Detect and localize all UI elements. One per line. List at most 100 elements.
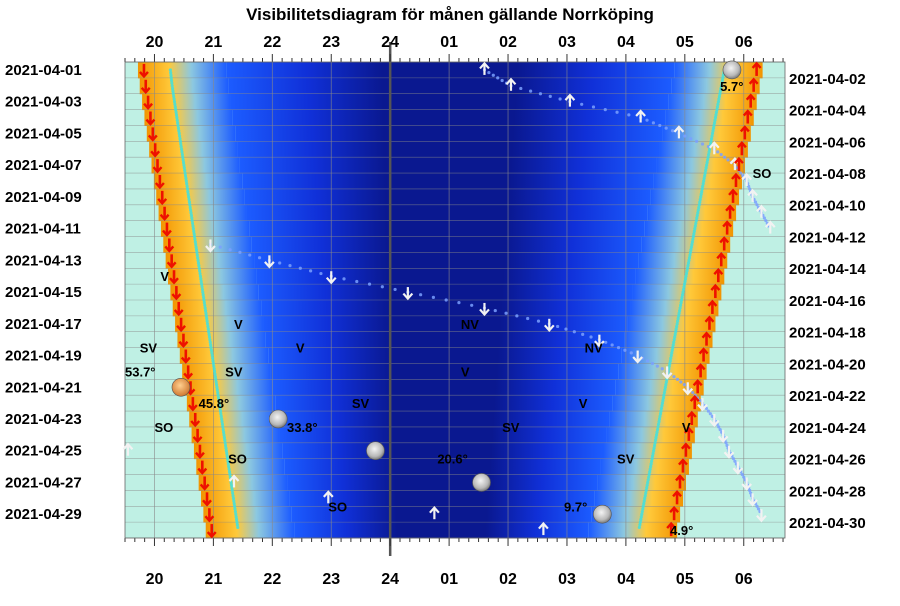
moon-track-dot bbox=[278, 261, 282, 265]
date-label-right: 2021-04-28 bbox=[789, 483, 866, 500]
sunset-arrow bbox=[162, 222, 172, 237]
moon-phase-marker bbox=[171, 377, 191, 397]
moon-track-dot bbox=[686, 261, 691, 265]
moon-track-dot bbox=[604, 340, 608, 344]
moonrise-arrow bbox=[708, 141, 720, 155]
sunrise-arrow bbox=[745, 93, 756, 108]
hour-label-bottom: 03 bbox=[558, 571, 576, 588]
evening-twilight-band bbox=[163, 236, 252, 253]
moon-track-dot bbox=[257, 256, 262, 260]
moon-track-dot bbox=[342, 277, 346, 281]
sun-arrow-head bbox=[716, 252, 727, 260]
moon-track-dot bbox=[706, 409, 710, 413]
morning-twilight-band bbox=[644, 220, 734, 238]
moon-track-dot bbox=[224, 449, 228, 453]
moon-track-dot bbox=[178, 137, 182, 141]
annotation-label: V bbox=[234, 317, 243, 332]
moon-track-dot bbox=[188, 205, 192, 210]
morning-twilight-band bbox=[627, 315, 716, 333]
sun-arrow-head bbox=[147, 134, 158, 142]
moon-track-dot bbox=[204, 311, 208, 315]
evening-twilight-band bbox=[184, 379, 273, 396]
arrow-head bbox=[122, 442, 134, 450]
annotation-label: V bbox=[579, 396, 588, 411]
moon-track-dot bbox=[216, 396, 221, 400]
arrow-head bbox=[205, 245, 216, 253]
moon-track-dot bbox=[515, 314, 519, 318]
axis-labels: 20 20 21 21 22 22 23 23 24 24 01 01 02 02 03 03 04 04 05 05… bbox=[5, 34, 866, 588]
moon-track-dot bbox=[208, 338, 212, 342]
night-band bbox=[289, 490, 595, 507]
sun-arrow-head bbox=[164, 245, 175, 253]
hour-label-bottom: 20 bbox=[146, 571, 164, 588]
moon-track-dot bbox=[649, 462, 653, 466]
hour-label-bottom: 24 bbox=[381, 571, 399, 588]
moon-track-dot bbox=[695, 216, 699, 220]
annotation-label: SV bbox=[617, 452, 635, 467]
sunrise-arrow bbox=[678, 458, 688, 473]
moon-track-dot bbox=[209, 348, 214, 352]
sunset-arrow bbox=[171, 286, 182, 301]
moon-track-dot bbox=[755, 203, 759, 207]
chart-title: Visibilitetsdiagram för månen gällande N… bbox=[246, 5, 654, 24]
moon-track-dot bbox=[233, 509, 237, 514]
moon-track-dot bbox=[688, 253, 692, 257]
morning-twilight-band bbox=[618, 363, 707, 380]
sun-arrow-head bbox=[197, 467, 208, 475]
sunrise-arrow bbox=[734, 156, 744, 172]
moon-track-dot bbox=[661, 398, 665, 403]
moon-track-dot bbox=[193, 240, 197, 244]
moon-track-dot bbox=[720, 81, 724, 85]
date-label-left: 2021-04-21 bbox=[5, 379, 82, 396]
moon-track-dot bbox=[676, 316, 680, 321]
moon-track-dot bbox=[651, 451, 655, 455]
moon-track-dot bbox=[181, 158, 185, 162]
moonrise-arrow bbox=[673, 125, 685, 139]
morning-twilight-band bbox=[630, 300, 719, 317]
moon-track-dot bbox=[693, 224, 697, 228]
sun-arrow-head bbox=[751, 61, 762, 69]
morning-twilight-band bbox=[594, 490, 684, 507]
moon-track-dot bbox=[212, 369, 217, 373]
date-label-right: 2021-04-18 bbox=[789, 325, 866, 342]
sun-arrow-head bbox=[742, 109, 753, 117]
arrow-head bbox=[673, 125, 685, 133]
arrow-head bbox=[708, 419, 720, 428]
night-band bbox=[282, 442, 604, 460]
sunrise-arrow bbox=[742, 109, 753, 124]
sun-arrow-head bbox=[202, 499, 212, 507]
evening-twilight-band bbox=[165, 252, 255, 269]
sunset-arrow bbox=[169, 270, 179, 285]
moon-track-dot bbox=[187, 200, 192, 204]
morning-twilight-band bbox=[606, 426, 695, 444]
sun-arrow-head bbox=[701, 331, 712, 339]
moon-track-dot bbox=[660, 401, 665, 405]
sunrise-arrow bbox=[707, 299, 718, 314]
sunset-arrow bbox=[173, 301, 184, 317]
annotation-label: SO bbox=[228, 452, 247, 467]
moon-track-dot bbox=[722, 155, 727, 159]
moon-track-dot bbox=[646, 480, 650, 485]
chart-marks: 5.7° SO V V NV SV V NV 53.7° SV V 45.8° SV V SO 33.8° SV… bbox=[122, 60, 776, 539]
moon-track-dot bbox=[169, 73, 173, 77]
moon-track-dot bbox=[647, 475, 651, 479]
moon-track-dot bbox=[519, 86, 523, 91]
sunrise-arrow bbox=[689, 394, 700, 410]
moon-track-dot bbox=[173, 105, 177, 109]
moon-track-dot bbox=[719, 84, 723, 88]
moon-track-dot bbox=[715, 105, 720, 109]
moon-track-dot bbox=[717, 425, 721, 429]
moon-track-dot bbox=[650, 459, 654, 463]
moon-track-dot bbox=[186, 189, 190, 194]
moon-track-dot bbox=[623, 348, 627, 352]
sunrise-arrow bbox=[739, 125, 750, 140]
moon-track-dot bbox=[231, 494, 235, 498]
sun-arrow-head bbox=[171, 293, 182, 301]
moon-track-dot bbox=[661, 396, 666, 400]
moon-track-dot bbox=[170, 84, 174, 88]
hour-label-top: 21 bbox=[204, 34, 222, 51]
moon-track-dot bbox=[190, 221, 195, 225]
moon-track-dot bbox=[733, 459, 737, 463]
moon-track-dot bbox=[229, 483, 234, 487]
moon-track-dot bbox=[196, 258, 200, 262]
